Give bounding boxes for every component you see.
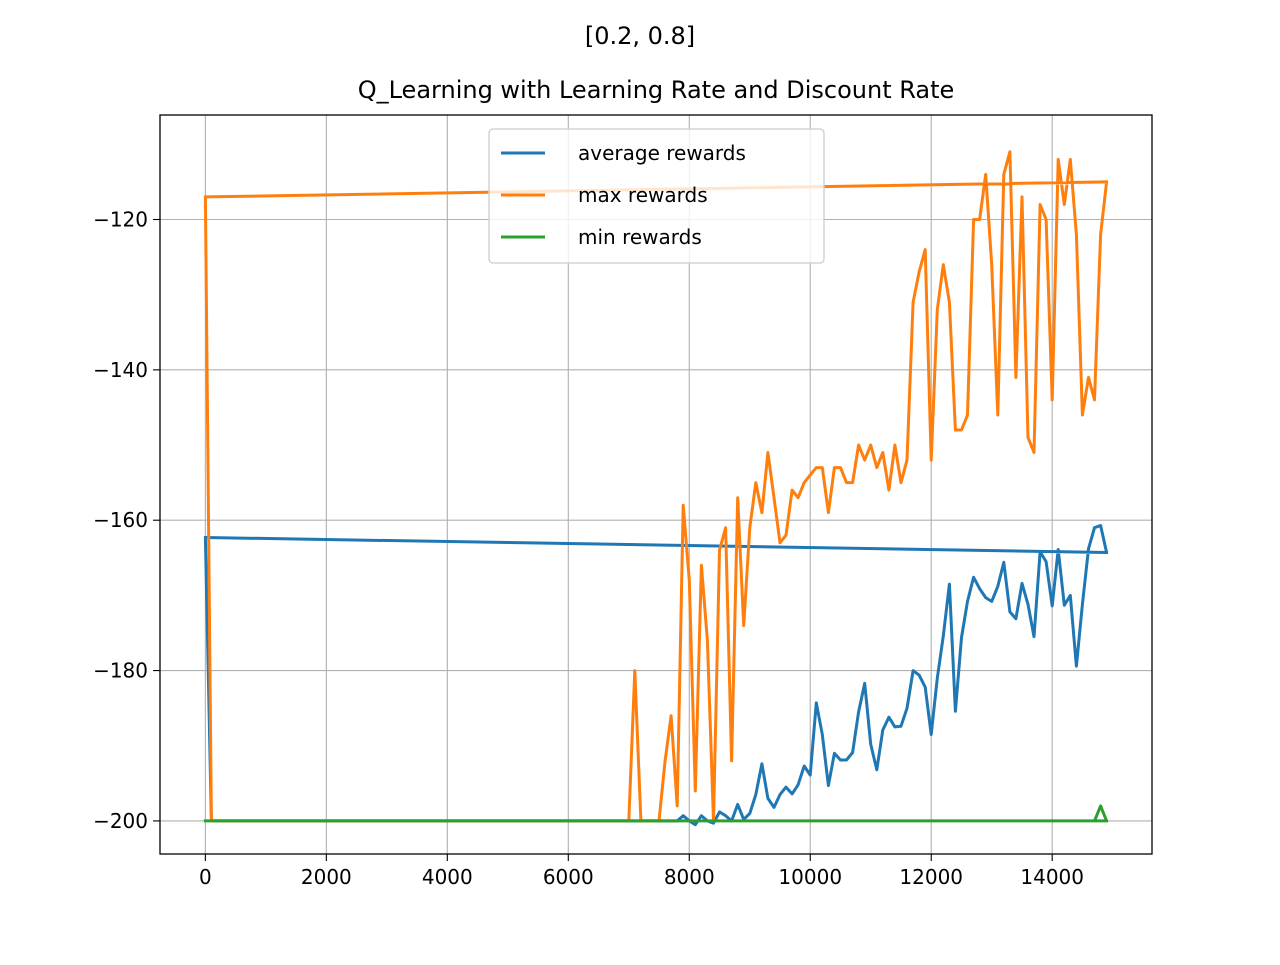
- legend-label: max rewards: [578, 183, 708, 207]
- y-tick-label: −160: [93, 508, 148, 532]
- axis-ticks: 0 2000 4000 6000 8000 10000 12000 14000 −200 −180…: [93, 207, 1084, 889]
- axes-frame: [159, 114, 1153, 855]
- y-tick-label: −180: [93, 659, 148, 683]
- series-line-1: [203, 524, 1109, 827]
- x-tick-label: 6000: [543, 865, 594, 889]
- series-line-2: [203, 150, 1109, 823]
- x-tick-label: 0: [199, 865, 212, 889]
- y-tick-label: −120: [93, 207, 148, 231]
- x-tick-label: 10000: [778, 865, 842, 889]
- x-tick-label: 2000: [301, 865, 352, 889]
- series-lines: [203, 150, 1109, 827]
- x-tick-label: 4000: [422, 865, 473, 889]
- x-tick-label: 12000: [899, 865, 963, 889]
- series-line-3: [203, 804, 1109, 823]
- x-tick-label: 14000: [1020, 865, 1084, 889]
- chart-title: Q_Learning with Learning Rate and Discou…: [358, 76, 955, 104]
- legend-box: [488, 128, 825, 264]
- x-tick-label: 8000: [664, 865, 715, 889]
- y-tick-label: −140: [93, 358, 148, 382]
- legend: average rewards max rewards min rewards: [488, 128, 825, 264]
- legend-label: average rewards: [578, 141, 746, 165]
- legend-label: min rewards: [578, 225, 702, 249]
- y-tick-label: −200: [93, 809, 148, 833]
- chart-suptitle: [0.2, 0.8]: [585, 22, 695, 50]
